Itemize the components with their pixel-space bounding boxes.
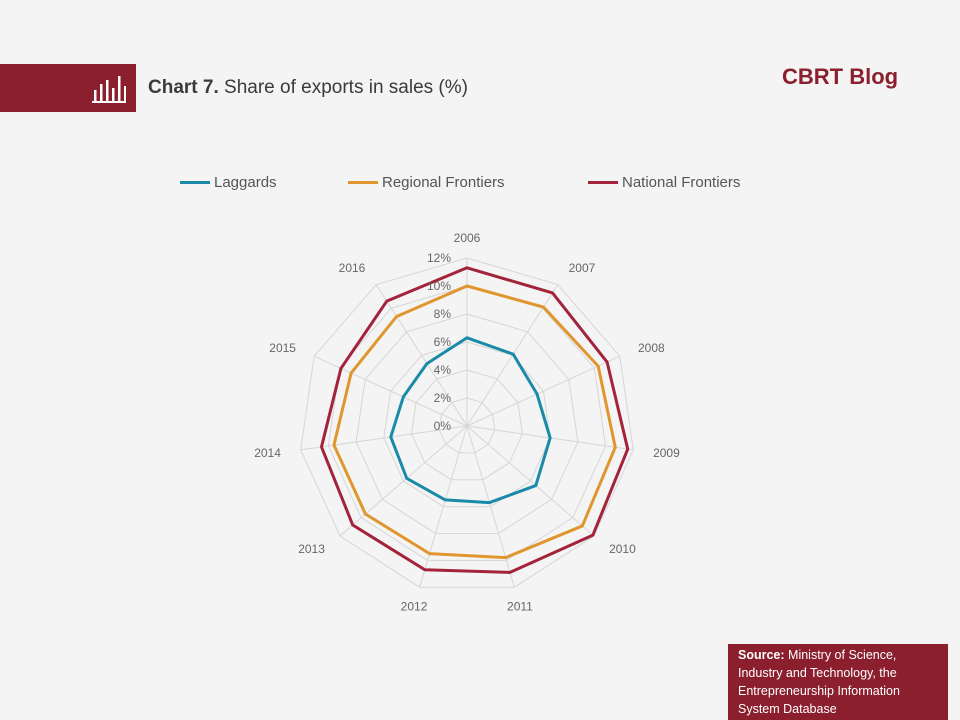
- radar-chart: 0% 2% 4% 6% 8% 10% 12% 2006 2007 2008 2009 2010 2011…: [0, 200, 960, 625]
- axis-tick-label: 12%: [427, 251, 451, 265]
- grid-spoke: [419, 425, 468, 588]
- grid-ring: [383, 341, 551, 508]
- grid-spoke: [466, 425, 515, 588]
- legend-label: Laggards: [214, 173, 277, 191]
- category-label: 2009: [653, 446, 680, 460]
- grid-spoke: [339, 425, 468, 537]
- chart-number: Chart 7.: [148, 77, 219, 98]
- category-label: 2015: [269, 341, 296, 355]
- legend-swatch: [588, 180, 618, 184]
- legend-swatch: [180, 180, 210, 184]
- axis-tick-label: 2%: [434, 391, 452, 405]
- bar-chart-icon: [92, 76, 126, 103]
- category-label: 2006: [454, 231, 481, 245]
- chart-legend: Laggards Regional Frontiers National Front…: [0, 172, 960, 194]
- chart-title-text: Share of exports in sales (%): [224, 77, 468, 98]
- series-line-regional-frontiers: [332, 284, 617, 560]
- chart-title: Chart 7. Share of exports in sales (%): [148, 77, 468, 99]
- axis-tick-label: 0%: [434, 419, 452, 433]
- grid-spoke: [466, 425, 595, 537]
- axis-tick-label: 10%: [427, 279, 451, 293]
- category-label: 2014: [254, 446, 281, 460]
- category-label: 2012: [401, 599, 428, 613]
- legend-entry-national-frontiers: National Frontiers: [588, 172, 740, 192]
- brand-logo-text: CBRT Blog: [782, 64, 899, 89]
- category-label: 2008: [638, 341, 665, 355]
- legend-label: National Frontiers: [622, 173, 741, 191]
- legend-entry-laggards: Laggards: [180, 172, 277, 192]
- grid-spoke: [300, 425, 468, 451]
- axis-tick-label: 6%: [434, 335, 452, 349]
- grid-spoke: [466, 355, 621, 427]
- grid-ring: [411, 369, 523, 481]
- series-line-laggards: [389, 336, 552, 505]
- grid-ring: [355, 313, 579, 534]
- source-box: Source: Ministry of Science, Industry an…: [728, 644, 948, 720]
- category-label: 2011: [507, 599, 533, 613]
- grid-spoke: [375, 284, 468, 427]
- axis-tick-label: 4%: [434, 363, 452, 377]
- source-text: Ministry of Science, Industry and Techno…: [738, 648, 900, 716]
- category-label: 2016: [339, 261, 366, 275]
- legend-entry-regional-frontiers: Regional Frontiers: [348, 172, 505, 192]
- radar-chart-svg: 0% 2% 4% 6% 8% 10% 12%2006 2007 2008 2009 2010 2011…: [254, 231, 680, 613]
- category-label: 2007: [569, 261, 596, 275]
- legend-label: Regional Frontiers: [382, 173, 505, 191]
- series-line-national-frontiers: [319, 266, 630, 574]
- category-label: 2013: [298, 542, 325, 556]
- grid-ring: [438, 397, 496, 454]
- category-label: 2010: [609, 542, 636, 556]
- source-label: Source:: [738, 648, 785, 662]
- axis-tick-label: 8%: [434, 307, 452, 321]
- grid-ring: [300, 257, 634, 588]
- legend-swatch: [348, 180, 378, 184]
